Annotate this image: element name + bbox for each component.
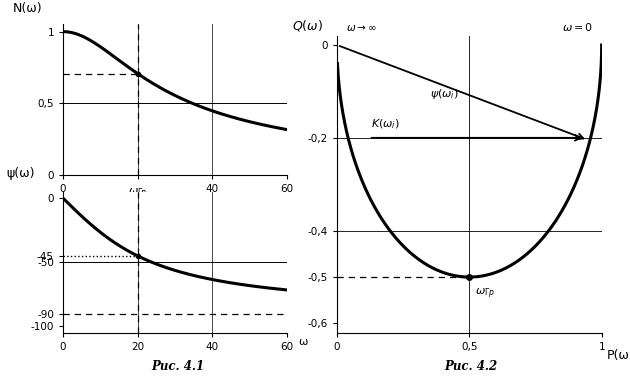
Y-axis label: N(ω): N(ω) xyxy=(13,2,42,15)
Text: $Q(\omega)$: $Q(\omega)$ xyxy=(292,18,323,33)
Text: Рис. 4.2: Рис. 4.2 xyxy=(445,360,498,373)
Text: ω: ω xyxy=(298,337,307,347)
Text: Рис. 4.1: Рис. 4.1 xyxy=(152,360,205,373)
Text: $\omega_{\Gamma p}$: $\omega_{\Gamma p}$ xyxy=(474,287,495,301)
Text: $\omega = 0$: $\omega = 0$ xyxy=(562,21,593,33)
Y-axis label: ψ(ω): ψ(ω) xyxy=(6,167,35,180)
X-axis label: P(ω): P(ω) xyxy=(606,349,630,362)
Text: $\omega_{\Gamma\!p}$: $\omega_{\Gamma\!p}$ xyxy=(128,187,147,202)
Text: $\psi(\omega_i)$: $\psi(\omega_i)$ xyxy=(430,87,459,101)
Text: $\omega \rightarrow \infty$: $\omega \rightarrow \infty$ xyxy=(346,23,377,33)
Text: $K(\omega_i)$: $K(\omega_i)$ xyxy=(372,117,400,131)
